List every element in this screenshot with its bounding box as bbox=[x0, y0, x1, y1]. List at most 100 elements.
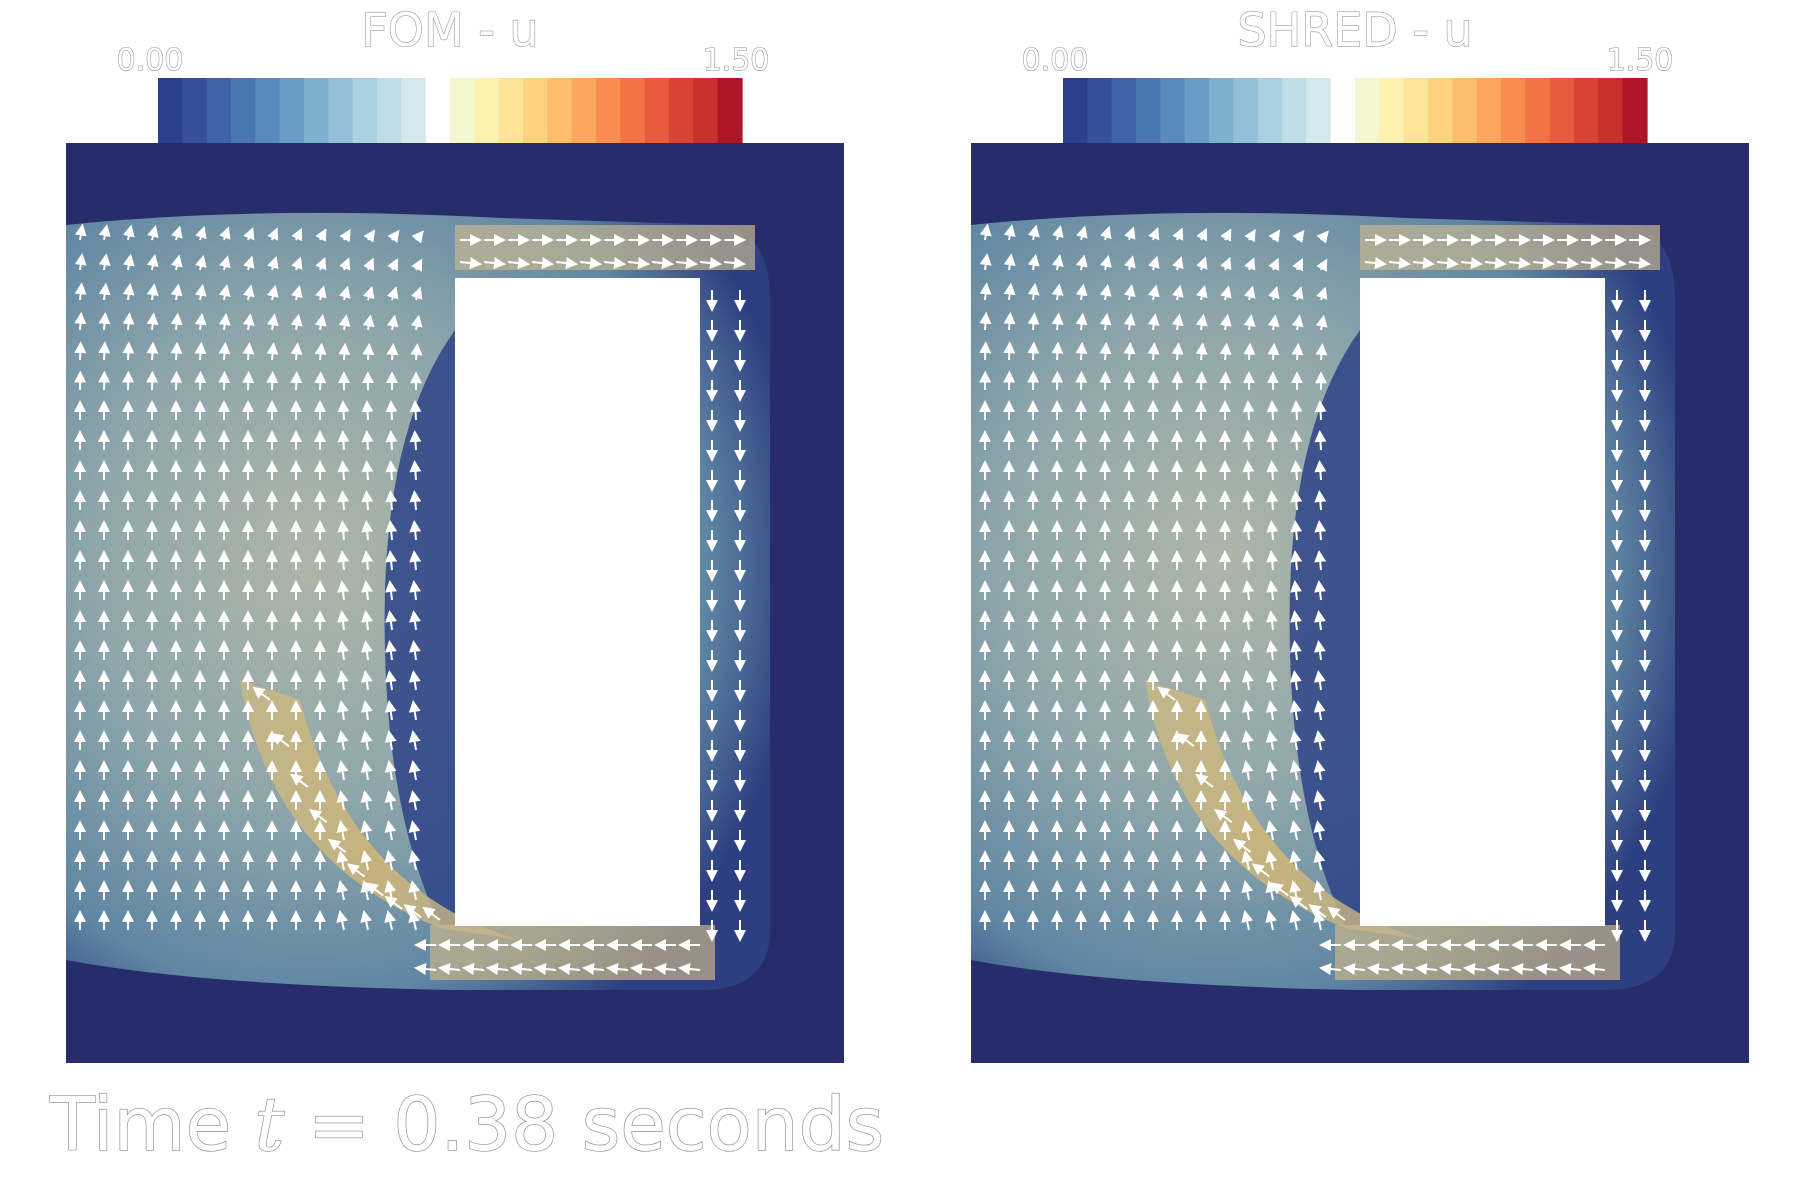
fom-obstacle bbox=[455, 278, 700, 926]
velocity-arrow bbox=[1027, 312, 1040, 331]
colorbar-swatch bbox=[1428, 78, 1453, 144]
velocity-arrow bbox=[1511, 963, 1534, 975]
colorbar-swatch bbox=[401, 78, 427, 144]
velocity-arrow bbox=[408, 640, 421, 661]
velocity-arrow bbox=[1313, 760, 1326, 781]
colorbar-swatch bbox=[425, 78, 451, 144]
colorbar-swatch bbox=[571, 78, 597, 144]
shred-bottom-jet bbox=[1335, 925, 1620, 980]
velocity-arrow bbox=[339, 228, 351, 243]
velocity-arrow bbox=[1172, 227, 1184, 241]
velocity-arrow bbox=[1124, 255, 1136, 271]
velocity-arrow bbox=[122, 341, 135, 361]
velocity-arrow bbox=[723, 257, 746, 269]
velocity-arrow bbox=[409, 400, 422, 421]
colorbar-swatch bbox=[255, 78, 281, 144]
colorbar-swatch bbox=[1257, 78, 1283, 144]
velocity-arrow bbox=[385, 610, 397, 631]
velocity-arrow bbox=[979, 223, 992, 241]
velocity-arrow bbox=[1290, 460, 1303, 481]
velocity-arrow bbox=[1219, 371, 1232, 391]
fom-curved-jet bbox=[240, 680, 520, 940]
velocity-arrow bbox=[1314, 580, 1327, 601]
velocity-arrow bbox=[1290, 520, 1303, 541]
velocity-arrow bbox=[1313, 790, 1326, 811]
velocity-arrow bbox=[170, 312, 183, 331]
velocity-arrow bbox=[1316, 258, 1328, 272]
velocity-arrow bbox=[384, 670, 397, 691]
velocity-arrow bbox=[360, 790, 373, 811]
velocity-arrow bbox=[1267, 342, 1280, 361]
velocity-arrow bbox=[291, 227, 303, 242]
velocity-arrow bbox=[1327, 906, 1346, 921]
velocity-arrow bbox=[98, 311, 111, 331]
velocity-arrow bbox=[1241, 670, 1254, 691]
velocity-arrow bbox=[1463, 963, 1486, 975]
velocity-arrow bbox=[1265, 790, 1278, 811]
velocity-arrow bbox=[290, 313, 303, 331]
velocity-arrow bbox=[411, 258, 423, 272]
colorbar-swatch bbox=[1525, 78, 1551, 144]
velocity-arrow bbox=[1242, 460, 1255, 481]
velocity-arrow bbox=[362, 285, 375, 301]
velocity-arrow bbox=[1171, 284, 1184, 301]
velocity-arrow bbox=[1220, 256, 1232, 271]
velocity-arrow bbox=[1265, 820, 1278, 841]
velocity-arrow bbox=[337, 400, 350, 421]
velocity-arrow bbox=[314, 371, 327, 391]
velocity-arrow bbox=[486, 963, 509, 975]
velocity-arrow bbox=[267, 256, 279, 271]
velocity-arrow bbox=[1003, 311, 1016, 331]
velocity-arrow bbox=[1148, 255, 1160, 271]
colorbar-swatch bbox=[1160, 78, 1186, 144]
velocity-arrow bbox=[1232, 838, 1252, 853]
velocity-arrow bbox=[1484, 257, 1507, 269]
velocity-arrow bbox=[1003, 224, 1016, 241]
velocity-arrow bbox=[1195, 342, 1208, 361]
velocity-arrow bbox=[483, 257, 506, 269]
velocity-arrow bbox=[1313, 730, 1326, 751]
colorbar-swatch bbox=[1111, 78, 1137, 144]
velocity-arrow bbox=[1075, 312, 1088, 331]
velocity-arrow bbox=[384, 760, 397, 781]
colorbar-swatch bbox=[1136, 78, 1161, 144]
velocity-arrow bbox=[266, 342, 279, 361]
velocity-arrow bbox=[218, 370, 231, 391]
velocity-arrow bbox=[408, 760, 421, 781]
velocity-arrow bbox=[74, 282, 87, 301]
velocity-arrow bbox=[365, 882, 384, 897]
velocity-arrow bbox=[361, 400, 374, 421]
velocity-arrow bbox=[1556, 257, 1579, 269]
velocity-arrow bbox=[555, 257, 578, 269]
velocity-arrow bbox=[361, 550, 374, 571]
velocity-arrow bbox=[1268, 229, 1281, 243]
colorbar-swatch bbox=[693, 78, 719, 144]
colorbar-swatch bbox=[1598, 78, 1624, 144]
velocity-arrow bbox=[1314, 400, 1327, 421]
velocity-arrow bbox=[363, 229, 376, 243]
velocity-arrow bbox=[1027, 341, 1040, 361]
velocity-arrow bbox=[1289, 730, 1302, 751]
velocity-arrow bbox=[361, 430, 374, 451]
velocity-arrow bbox=[195, 225, 207, 241]
velocity-arrow bbox=[1265, 700, 1278, 721]
velocity-arrow bbox=[218, 341, 231, 361]
colorbar-swatch bbox=[644, 78, 670, 144]
velocity-arrow bbox=[1364, 257, 1387, 269]
velocity-arrow bbox=[408, 880, 421, 901]
velocity-arrow bbox=[979, 311, 992, 331]
colorbar-swatch bbox=[498, 78, 524, 144]
velocity-arrow bbox=[309, 809, 328, 824]
velocity-arrow bbox=[1123, 313, 1136, 331]
velocity-arrow bbox=[1265, 850, 1278, 871]
velocity-arrow bbox=[1242, 580, 1255, 601]
velocity-arrow bbox=[314, 313, 327, 331]
velocity-arrow bbox=[1266, 400, 1279, 421]
velocity-arrow bbox=[1313, 820, 1326, 841]
colorbar-swatch bbox=[377, 78, 402, 144]
velocity-arrow bbox=[147, 224, 159, 241]
velocity-arrow bbox=[1292, 229, 1305, 244]
velocity-arrow bbox=[438, 963, 461, 975]
colorbar-swatch bbox=[158, 78, 183, 144]
colorbar-swatch bbox=[352, 78, 378, 144]
